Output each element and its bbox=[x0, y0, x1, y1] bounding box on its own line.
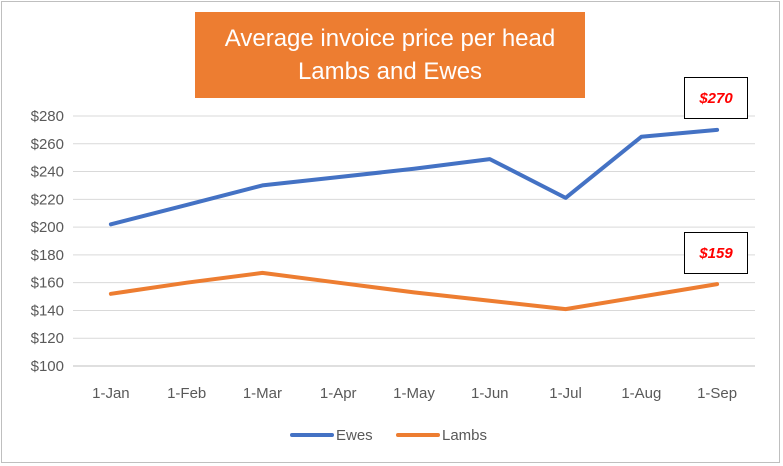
y-tick-label: $240 bbox=[31, 164, 64, 181]
x-tick-label: 1-Sep bbox=[697, 385, 737, 402]
chart-title-line-2: Lambs and Ewes bbox=[297, 58, 483, 85]
x-tick-label: 1-Apr bbox=[320, 385, 357, 402]
x-tick-label: 1-Feb bbox=[167, 385, 206, 402]
x-tick-label: 1-Jan bbox=[92, 385, 130, 402]
y-tick-label: $280 bbox=[31, 108, 64, 125]
y-tick-label: $120 bbox=[31, 330, 64, 347]
legend-label-lambs: Lambs bbox=[442, 427, 487, 444]
y-tick-label: $260 bbox=[31, 136, 64, 153]
annotation-lambs-sep: $159 bbox=[684, 232, 748, 274]
y-tick-label: $220 bbox=[31, 191, 64, 208]
chart-title-line-1: Average invoice price per head bbox=[224, 25, 556, 52]
x-tick-label: 1-Mar bbox=[243, 385, 282, 402]
legend-label-ewes: Ewes bbox=[336, 427, 373, 444]
annotation-ewes-sep: $270 bbox=[684, 77, 748, 119]
y-tick-label: $160 bbox=[31, 275, 64, 292]
y-tick-label: $140 bbox=[31, 302, 64, 319]
y-tick-label: $200 bbox=[31, 219, 64, 236]
series-line-lambs bbox=[108, 270, 720, 312]
series-line-ewes bbox=[108, 127, 720, 227]
x-tick-label: 1-Jul bbox=[549, 385, 582, 402]
y-tick-label: $180 bbox=[31, 247, 64, 264]
x-tick-label: 1-Aug bbox=[621, 385, 661, 402]
x-tick-label: 1-Jun bbox=[471, 385, 509, 402]
chart-title: Average invoice price per head Lambs and… bbox=[195, 12, 585, 98]
y-tick-label: $100 bbox=[31, 358, 64, 375]
x-tick-label: 1-May bbox=[393, 385, 435, 402]
